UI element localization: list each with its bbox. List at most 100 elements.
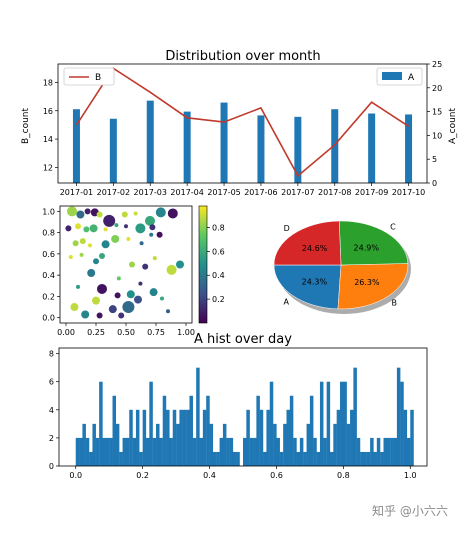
histogram-bar xyxy=(166,409,170,466)
x-tick-label: 2017-04 xyxy=(170,188,203,197)
scatter-point xyxy=(126,236,131,241)
x-tick-label: 2017-01 xyxy=(60,188,93,197)
histogram-bar xyxy=(370,437,374,466)
a-bar xyxy=(109,118,117,183)
histogram-bar xyxy=(346,423,351,466)
scatter-point xyxy=(118,312,125,319)
histogram-bar xyxy=(406,437,411,466)
histogram-bar xyxy=(212,451,217,466)
scatter-point xyxy=(114,292,121,299)
scatter-point xyxy=(93,258,99,265)
histogram-x-tick-label: 0.8 xyxy=(337,471,350,480)
histogram-bar xyxy=(189,395,193,466)
histogram-x-tick-label: 1.0 xyxy=(404,471,417,480)
scatter-point xyxy=(139,241,144,246)
histogram-bar xyxy=(319,381,324,466)
scatter-point xyxy=(126,290,135,299)
scatter-point xyxy=(76,284,80,289)
histogram-bar xyxy=(236,451,240,466)
pie-slice-label: B xyxy=(391,299,397,308)
pie-slice-b xyxy=(337,263,409,310)
histogram-bar xyxy=(340,381,344,466)
histogram-bar xyxy=(156,423,160,466)
histogram-bar xyxy=(343,381,347,466)
histogram-bar xyxy=(199,437,204,466)
histogram-bar xyxy=(296,451,301,466)
scatter-point xyxy=(75,223,81,230)
histogram-bar xyxy=(303,451,307,466)
scatter-point xyxy=(166,309,170,314)
histogram-bar xyxy=(162,395,167,466)
histogram-bar xyxy=(122,437,127,466)
scatter-ticks: 0.00 0.25 0.50 0.75 1.00 0.0 0.2 0.4 0.6 0.8 1.0 xyxy=(42,207,195,337)
colorbar: 0.2 0.4 0.6 0.8 xyxy=(198,205,225,324)
histogram-bar xyxy=(152,437,157,466)
histogram-bar xyxy=(95,437,100,466)
a-bar xyxy=(294,116,302,183)
histogram-bar xyxy=(115,423,120,466)
histogram-bar xyxy=(360,451,364,466)
scatter-point xyxy=(101,240,110,249)
histogram-bar xyxy=(192,437,197,466)
histogram-x-tick-label: 0.2 xyxy=(136,471,149,480)
scatter-y-tick-label: 1.0 xyxy=(42,207,55,216)
pie-slice-label: D xyxy=(284,224,290,233)
histogram-bar xyxy=(149,381,153,466)
histogram-bar xyxy=(316,451,321,466)
histogram-y-tick-label: 6 xyxy=(49,378,54,387)
histogram-bar xyxy=(92,423,96,466)
scatter-point xyxy=(103,214,116,227)
scatter-point xyxy=(68,255,73,260)
scatter-y-tick-label: 0.8 xyxy=(42,229,55,238)
scatter-point xyxy=(176,260,184,269)
histogram-bar xyxy=(266,409,270,466)
scatter-point xyxy=(124,224,128,229)
scatter-point xyxy=(155,207,166,218)
x-tick-label: 2017-07 xyxy=(281,188,314,197)
a-bar xyxy=(72,109,80,183)
y2-tick-label: 20 xyxy=(432,84,442,93)
histogram-frame xyxy=(58,347,428,467)
scatter-y-tick-label: 0.0 xyxy=(42,314,55,323)
histogram-bar xyxy=(196,367,200,466)
scatter-point xyxy=(152,256,157,261)
pie-pct-label: 24.3% xyxy=(302,278,328,287)
histogram-bar xyxy=(309,395,314,466)
pie-slice-c xyxy=(338,220,409,266)
histogram-x-tick-label: 0.0 xyxy=(69,471,82,480)
scatter-point xyxy=(76,210,85,219)
histogram-bar xyxy=(400,381,404,466)
scatter-frame xyxy=(59,205,193,324)
histogram-bar xyxy=(246,409,250,466)
x-tick-label: 2017-02 xyxy=(97,188,130,197)
histogram-bar xyxy=(142,409,147,466)
histogram-bars xyxy=(75,367,414,466)
scatter-point xyxy=(145,215,155,226)
scatter-y-tick-label: 0.4 xyxy=(42,271,55,280)
x-tick-label: 2017-06 xyxy=(244,188,277,197)
scatter-point xyxy=(134,295,142,304)
y-tick-label: 18 xyxy=(43,78,53,87)
histogram-bar xyxy=(82,423,86,466)
histogram-bar xyxy=(209,423,214,466)
x-tick-label: 2017-10 xyxy=(392,188,425,197)
legend-b: B xyxy=(63,67,115,86)
histogram-bar xyxy=(356,437,361,466)
histogram-bar xyxy=(393,437,398,466)
scatter-point xyxy=(99,252,105,259)
histogram-bar xyxy=(276,437,280,466)
scatter-point xyxy=(135,223,146,234)
a-count-axis-label: A_count xyxy=(448,108,458,145)
histogram-bar xyxy=(159,437,163,466)
scatter-point xyxy=(97,283,107,294)
histogram-bar xyxy=(102,437,106,466)
month-chart-ticks: 2017-01 2017-02 2017-03 2017-04 2017-05 2017-… xyxy=(43,60,442,197)
histogram-bar xyxy=(169,437,173,466)
y-tick-label: 14 xyxy=(43,135,53,144)
histogram-ticks: 0.0 0.2 0.4 0.6 0.8 1.0 0 2 4 6 8 xyxy=(49,350,417,480)
a-bar xyxy=(368,113,376,183)
scatter-point xyxy=(67,206,77,217)
x-tick-label: 2017-03 xyxy=(134,188,167,197)
b-line xyxy=(75,67,410,178)
histogram-bar xyxy=(253,437,257,466)
